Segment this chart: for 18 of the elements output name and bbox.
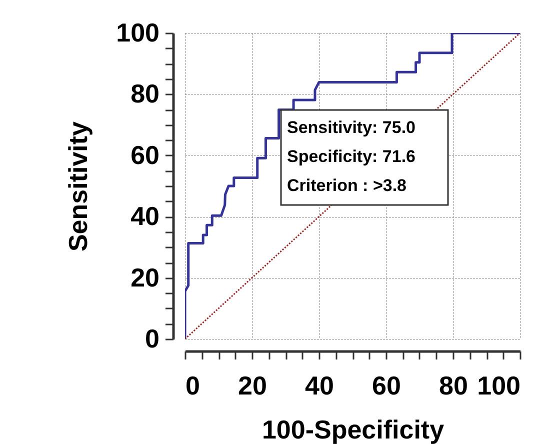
line-series [185,33,520,339]
x-axis-title: 100-Specificity [262,414,445,444]
y-tick-label: 0 [145,324,160,354]
y-tick-label: 20 [130,262,160,292]
y-tick-label: 60 [130,140,160,170]
annotation: Sensitivity: 75.0 [287,118,416,137]
annotation: Specificity: 71.6 [287,147,416,166]
y-tick-label: 80 [130,78,160,109]
y-tick-label: 40 [130,201,160,232]
x-tick-label: 40 [305,370,334,400]
x-tick-label: 100 [477,370,520,400]
y-axis-title: Sensitivity [63,120,94,252]
x-tick-label: 60 [372,370,401,400]
annotation: Criterion : >3.8 [287,176,407,195]
y-tick-label: 100 [116,18,160,48]
x-tick-label: 20 [238,370,267,400]
x-tick-label: 0 [186,370,200,400]
x-tick-label: 80 [439,370,468,400]
